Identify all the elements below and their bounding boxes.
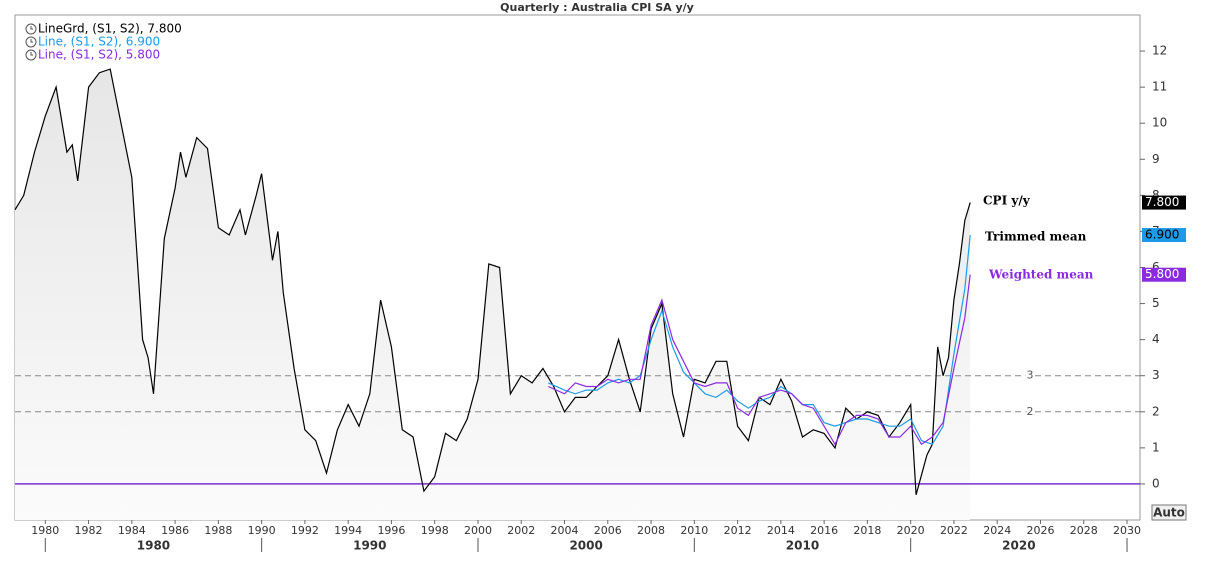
- reference-label: 2: [1027, 405, 1034, 418]
- legend-label: LineGrd, (S1, S2), 7.800: [38, 22, 182, 36]
- y-tick-label: 3: [1152, 368, 1160, 382]
- x-tick-label: 1986: [161, 524, 189, 537]
- decade-label: 1980: [137, 539, 170, 553]
- x-tick-label: 1994: [334, 524, 362, 537]
- x-tick-label: 2000: [464, 524, 492, 537]
- y-tick-label: 0: [1152, 476, 1160, 490]
- legend-icon-hand: [30, 26, 33, 30]
- x-tick-label: 2006: [594, 524, 622, 537]
- legend-label: Line, (S1, S2), 5.800: [38, 48, 160, 62]
- x-tick-label: 1988: [204, 524, 232, 537]
- x-tick-label: 1998: [421, 524, 449, 537]
- auto-button-label: Auto: [1153, 506, 1185, 520]
- x-tick-label: 1996: [377, 524, 405, 537]
- annotation: CPI y/y: [983, 194, 1031, 208]
- x-tick-label: 2002: [507, 524, 535, 537]
- y-tick-label: 12: [1152, 44, 1167, 58]
- y-tick-label: 5: [1152, 296, 1160, 310]
- chart-title: Quarterly : Australia CPI SA y/y: [500, 1, 694, 14]
- x-tick-label: 2014: [767, 524, 795, 537]
- x-tick-label: 1980: [31, 524, 59, 537]
- decade-label: 1990: [353, 539, 386, 553]
- annotation: Weighted mean: [988, 268, 1094, 282]
- x-tick-label: 2018: [853, 524, 881, 537]
- reference-label: 3: [1027, 369, 1034, 382]
- y-tick-label: 8: [1152, 188, 1160, 202]
- decade-label: 2010: [786, 539, 819, 553]
- line: [548, 274, 971, 446]
- y-tick-label: 2: [1152, 404, 1160, 418]
- x-tick-label: 1982: [75, 524, 103, 537]
- x-tick-label: 2016: [810, 524, 838, 537]
- x-tick-label: 1992: [291, 524, 319, 537]
- x-tick-label: 1984: [118, 524, 146, 537]
- x-tick-label: 2004: [551, 524, 579, 537]
- decade-label: 2020: [1002, 539, 1035, 553]
- auto-button-box: [1151, 504, 1187, 521]
- y-tick-label: 11: [1152, 80, 1167, 94]
- legend-icon-hand: [30, 39, 33, 43]
- legend-label: Line, (S1, S2), 6.900: [38, 35, 160, 49]
- annotation: Trimmed mean: [985, 230, 1087, 244]
- x-tick-label: 2022: [940, 524, 968, 537]
- legend-entry: Line, (S1, S2), 5.800: [25, 48, 160, 62]
- last-value-box: [1142, 195, 1186, 210]
- auto-button[interactable]: Auto: [1151, 504, 1187, 521]
- y-tick-label: 6: [1152, 260, 1160, 274]
- y-tick-label: 10: [1152, 116, 1167, 130]
- x-tick-label: 2008: [637, 524, 665, 537]
- x-tick-label: 2012: [724, 524, 752, 537]
- line: [14, 68, 971, 495]
- last-value-label: 5.800: [1145, 267, 1179, 281]
- x-tick-label: 1990: [248, 524, 276, 537]
- x-tick-label: 2020: [897, 524, 925, 537]
- x-tick-label: 2030: [1113, 524, 1141, 537]
- x-tick-label: 2026: [1026, 524, 1054, 537]
- area: [15, 69, 971, 520]
- legend-entry: LineGrd, (S1, S2), 7.800: [25, 22, 182, 36]
- last-value-box: [1142, 267, 1186, 282]
- y-tick-label: 1: [1152, 440, 1160, 454]
- x-tick-label: 2028: [1070, 524, 1098, 537]
- x-tick-label: 2024: [983, 524, 1011, 537]
- legend-icon-hand: [30, 52, 33, 56]
- decade-label: 2000: [569, 539, 602, 553]
- last-value-label: 6.900: [1145, 228, 1179, 242]
- x-tick-label: 2010: [680, 524, 708, 537]
- legend-entry: Line, (S1, S2), 6.900: [25, 35, 160, 49]
- y-tick-label: 9: [1152, 152, 1160, 166]
- y-tick-label: 4: [1152, 332, 1160, 346]
- last-value-label: 7.800: [1145, 195, 1179, 209]
- last-value-box: [1142, 228, 1186, 243]
